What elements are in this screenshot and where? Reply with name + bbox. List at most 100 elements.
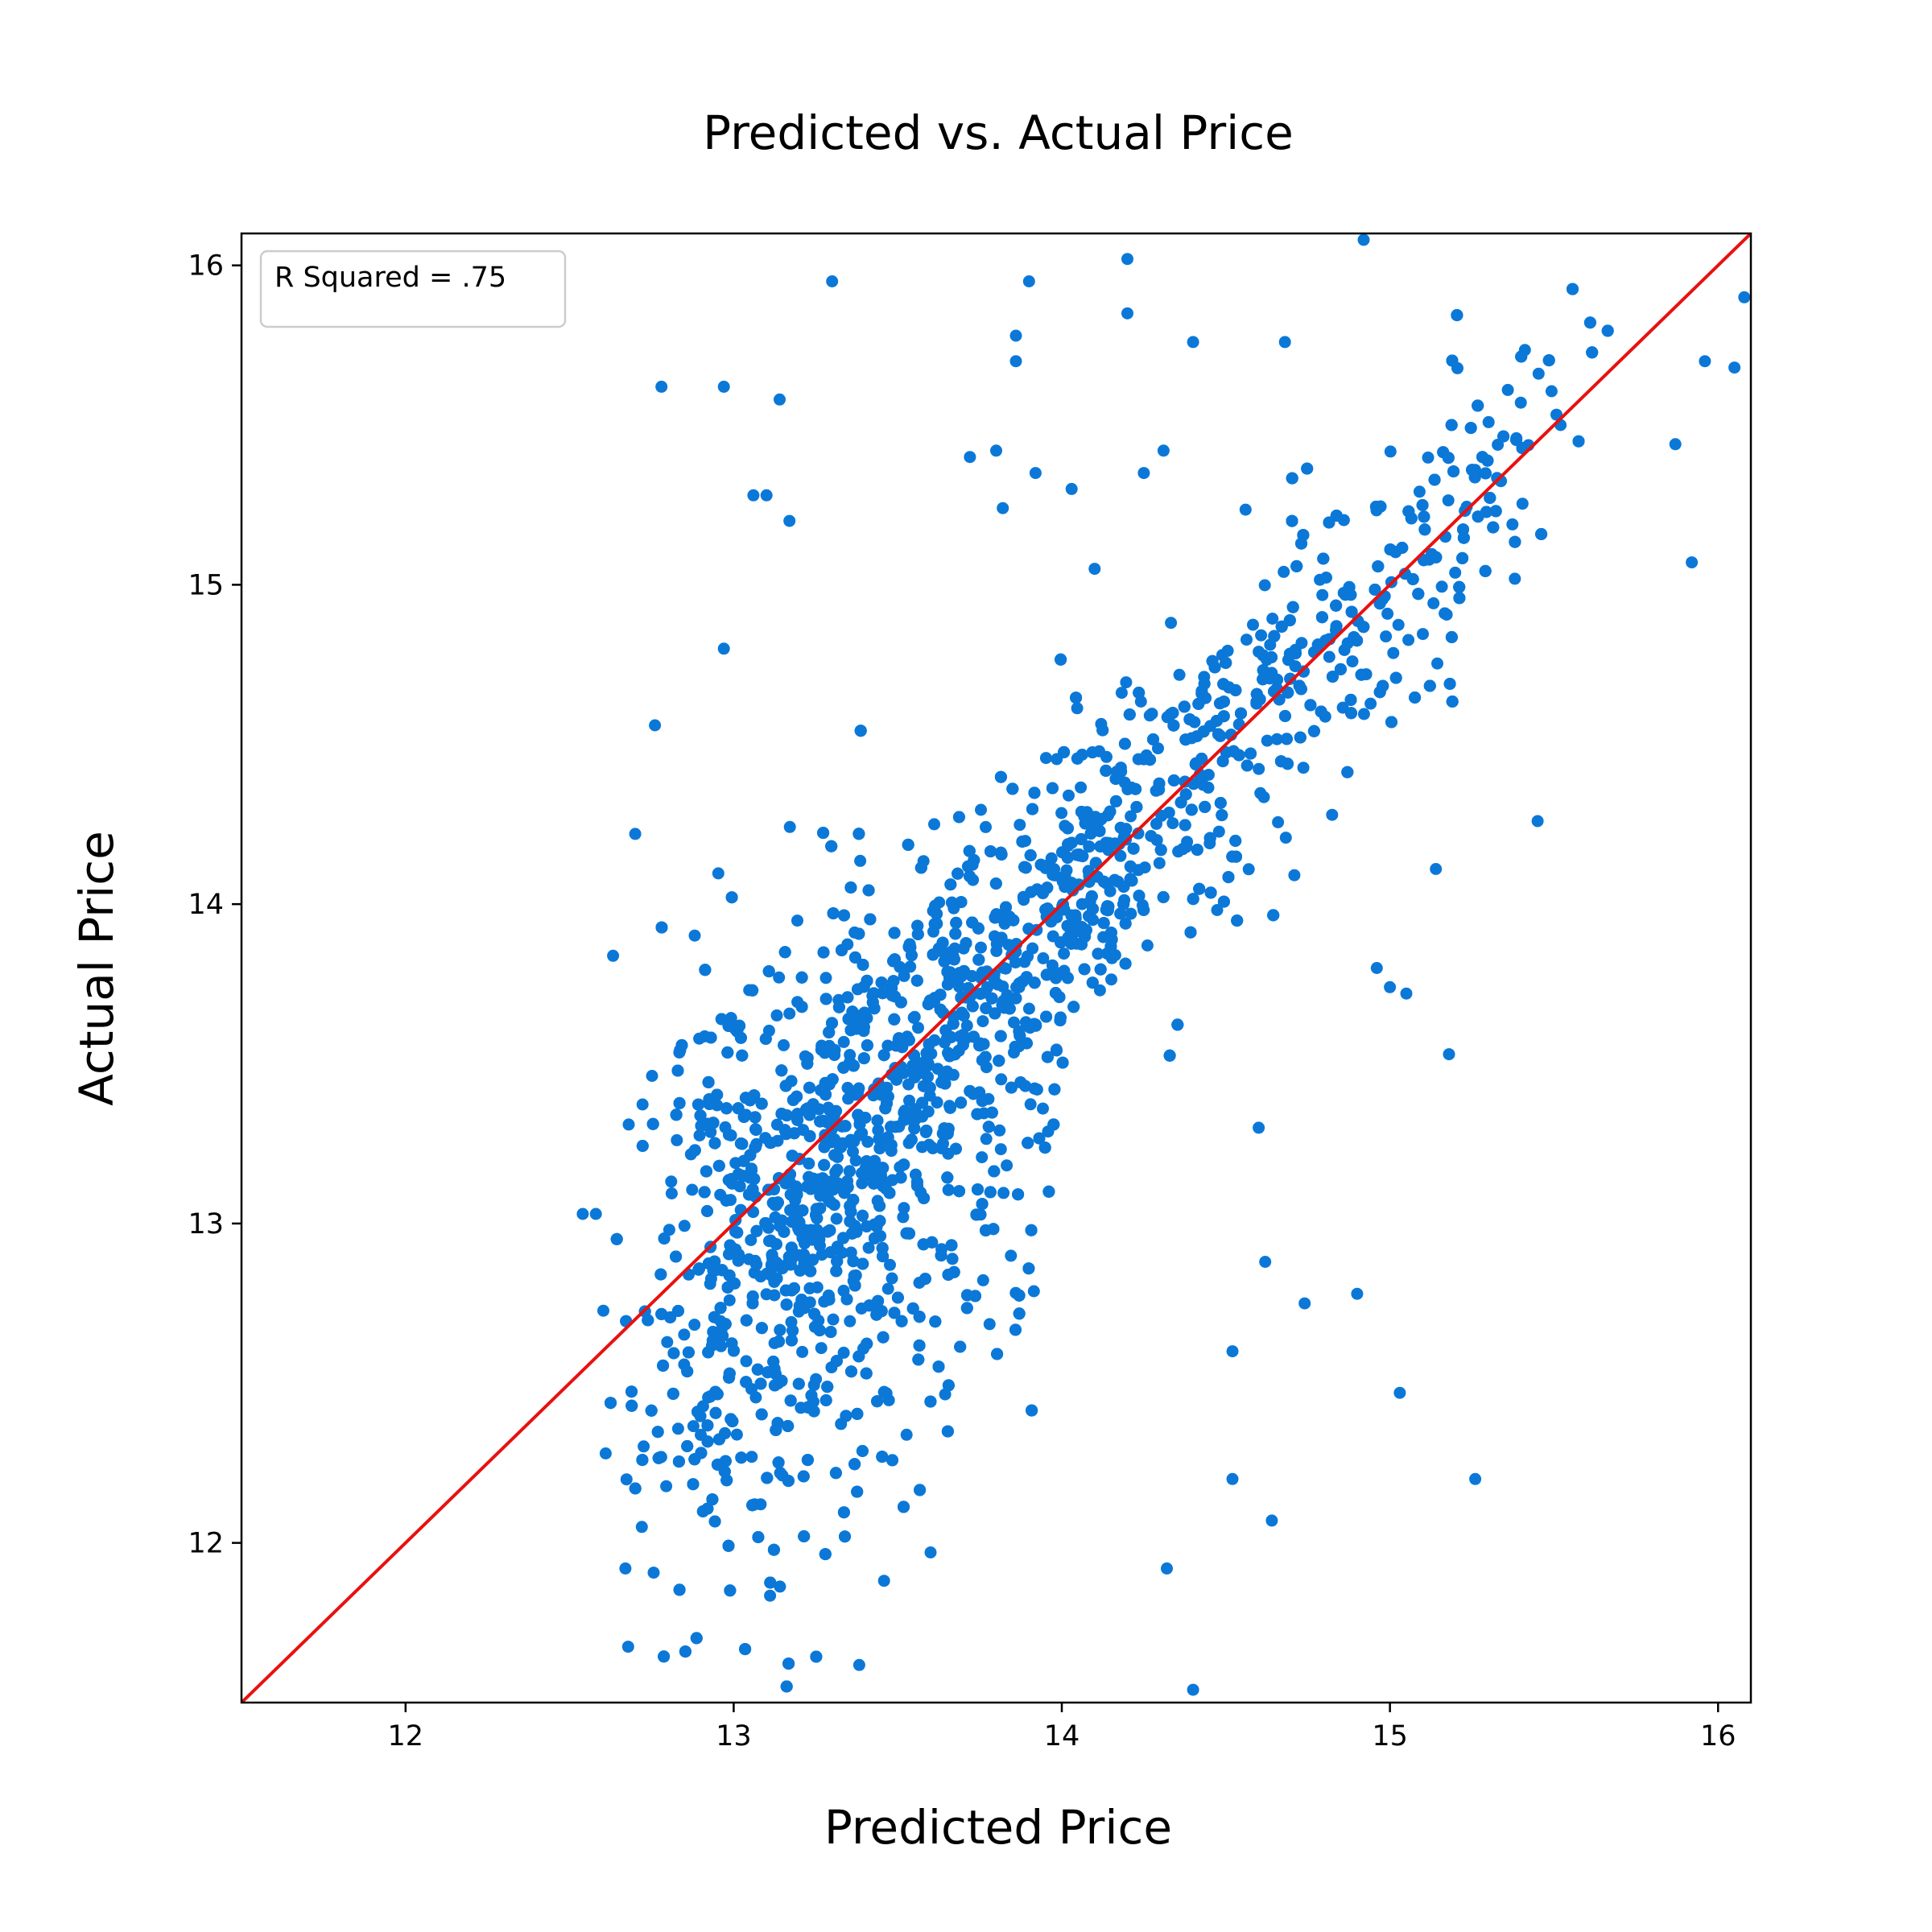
scatter-point [1464, 422, 1477, 435]
scatter-point [894, 996, 907, 1009]
scatter-point [907, 1011, 920, 1024]
scatter-point [920, 1046, 933, 1059]
scatter-point [597, 1304, 609, 1317]
scatter-point [841, 991, 854, 1004]
scatter-point [1202, 781, 1215, 794]
scatter-point [1235, 707, 1247, 720]
scatter-point [1402, 634, 1415, 646]
scatter-point [1046, 782, 1059, 795]
scatter-point [736, 1049, 749, 1062]
scatter-point [941, 1425, 954, 1438]
scatter-point [654, 1451, 667, 1463]
scatter-point [1124, 873, 1137, 886]
scatter-point [1267, 909, 1280, 922]
scatter-point [1294, 731, 1307, 744]
scatter-point [1311, 638, 1324, 651]
scatter-point [1345, 605, 1358, 618]
scatter-point [1282, 686, 1294, 699]
scatter-point [707, 1264, 720, 1277]
x-tick-label: 13 [716, 1720, 752, 1752]
scatter-point [1283, 614, 1296, 627]
scatter-point [1469, 1472, 1482, 1485]
scatter-point [1022, 1137, 1034, 1150]
scatter-point [724, 1012, 737, 1025]
scatter-point [706, 1334, 719, 1347]
scatter-point [576, 1208, 589, 1220]
scatter-point [731, 1226, 744, 1239]
scatter-point [661, 1335, 674, 1348]
scatter-point [876, 987, 889, 1000]
scatter-point [985, 1106, 998, 1119]
scatter-point [740, 1355, 753, 1368]
scatter-point [1013, 1040, 1026, 1053]
scatter-point [1048, 1083, 1061, 1096]
scatter-point [1315, 705, 1327, 718]
scatter-point [815, 1084, 828, 1096]
scatter-point [1075, 898, 1088, 910]
scatter-point [693, 1262, 706, 1275]
scatter-point [1163, 1049, 1176, 1062]
scatter-point [1384, 445, 1397, 458]
scatter-point [905, 949, 918, 962]
scatter-point [745, 1451, 758, 1463]
scatter-point [1406, 573, 1419, 585]
scatter-point [886, 982, 898, 994]
scatter-point [1261, 734, 1274, 747]
scatter-point [912, 1353, 925, 1366]
scatter-point [824, 1326, 837, 1339]
scatter-point [963, 844, 976, 857]
scatter-point [934, 1003, 947, 1016]
scatter-point [743, 1188, 755, 1201]
scatter-point [983, 1318, 996, 1331]
scatter-point [946, 1253, 959, 1265]
scatter-point [720, 1194, 733, 1207]
scatter-point [1125, 810, 1137, 823]
scatter-point [876, 1241, 889, 1254]
scatter-point [856, 1177, 869, 1190]
scatter-point [1009, 329, 1022, 342]
scatter-point [817, 1114, 829, 1127]
scatter-point [944, 878, 957, 891]
y-tick-label: 13 [188, 1208, 224, 1241]
scatter-point [1326, 808, 1339, 821]
scatter-point [943, 1101, 956, 1114]
scatter-point [1132, 827, 1145, 840]
scatter-point [866, 996, 879, 1009]
scatter-point [994, 1030, 1007, 1042]
scatter-point [1226, 1472, 1239, 1485]
scatter-point [1466, 464, 1479, 477]
scatter-point [849, 1154, 862, 1167]
scatter-point [966, 1000, 979, 1013]
scatter-point [1028, 976, 1041, 989]
scatter-point [900, 1227, 913, 1240]
scatter-point [857, 959, 869, 971]
scatter-point [1147, 733, 1159, 745]
scatter-point [1084, 827, 1097, 840]
scatter-point [910, 1179, 923, 1192]
scatter-point [1245, 747, 1257, 760]
scatter-point [931, 1096, 943, 1108]
scatter-point [1601, 324, 1614, 337]
scatter-point [964, 870, 976, 882]
scatter-point [841, 1081, 854, 1094]
scatter-point [1119, 917, 1132, 930]
scatter-point [1171, 1018, 1184, 1031]
scatter-point [914, 861, 927, 874]
scatter-point [1014, 1076, 1027, 1089]
scatter-point [1204, 886, 1217, 899]
scatter-point [830, 1355, 843, 1368]
scatter-point [927, 948, 939, 961]
scatter-point [1297, 665, 1310, 678]
scatter-point [1000, 901, 1012, 914]
plot-frame [240, 232, 1752, 1704]
scatter-point [1437, 446, 1450, 459]
scatter-point [810, 1208, 822, 1221]
scatter-point [1516, 497, 1529, 510]
scatter-point [989, 877, 1002, 890]
scatter-point [1266, 613, 1279, 625]
scatter-point [649, 719, 662, 732]
scatter-point [1368, 584, 1381, 596]
scatter-point [997, 994, 1010, 1007]
scatter-point [811, 1281, 824, 1294]
scatter-point [1202, 769, 1215, 781]
